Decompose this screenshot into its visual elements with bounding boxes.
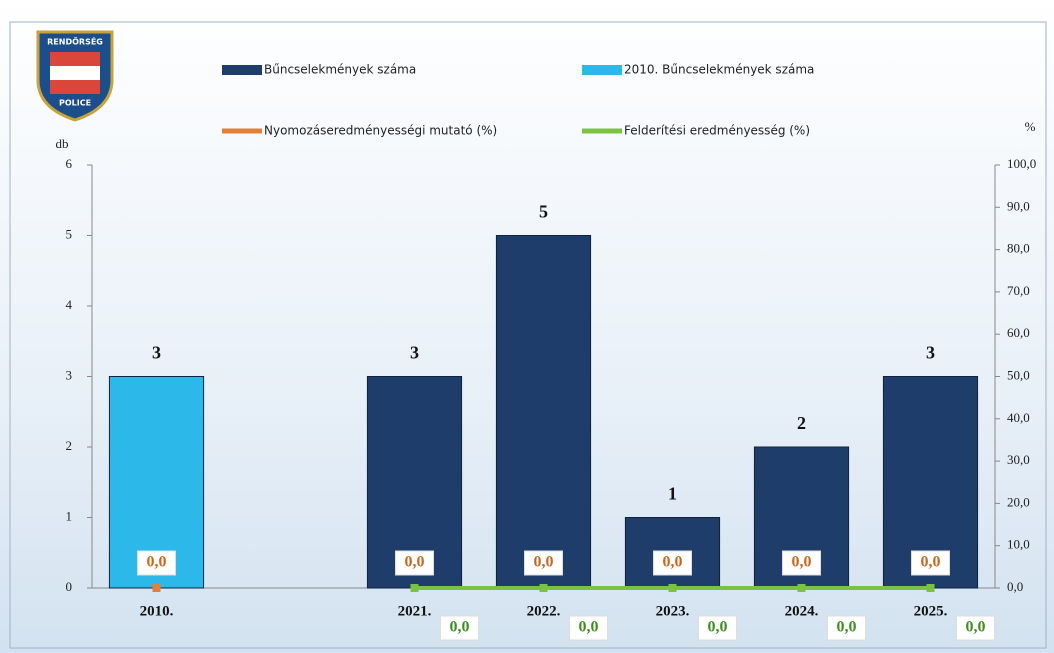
x-tick-label: 2025. xyxy=(914,603,948,619)
y2-tick-label: 0,0 xyxy=(1007,579,1023,594)
y2-tick-label: 100,0 xyxy=(1007,156,1036,171)
line-value-label: 0,0 xyxy=(534,554,554,571)
bar-value-label: 2 xyxy=(797,413,806,433)
y-axis-title: db xyxy=(56,136,69,151)
logo: RENDŐRSÉG POLICE xyxy=(38,32,112,120)
y2-tick-label: 70,0 xyxy=(1007,283,1030,298)
x-tick-label: 2010. xyxy=(140,603,174,619)
line-value-label: 0,0 xyxy=(837,619,857,636)
line-marker xyxy=(153,584,161,592)
line-marker xyxy=(540,584,548,592)
x-tick-label: 2024. xyxy=(785,603,819,619)
legend-swatch xyxy=(222,65,262,75)
line-marker xyxy=(798,584,806,592)
y-tick-label: 3 xyxy=(66,367,73,382)
bar-value-label: 5 xyxy=(539,202,548,222)
y-tick-label: 5 xyxy=(66,226,73,241)
bar xyxy=(496,236,590,589)
y-tick-label: 1 xyxy=(66,508,73,523)
line-marker xyxy=(411,584,419,592)
line-value-label: 0,0 xyxy=(405,554,425,571)
legend-label: 2010. Bűncselekmények száma xyxy=(624,63,814,77)
chart: RENDŐRSÉG POLICE db % 01234560,010,020,0… xyxy=(0,0,1054,653)
x-tick-label: 2023. xyxy=(656,603,690,619)
y2-tick-label: 10,0 xyxy=(1007,537,1030,552)
legend-label: Nyomozáseredményességi mutató (%) xyxy=(264,124,497,138)
line-value-label: 0,0 xyxy=(966,619,986,636)
y2-tick-label: 30,0 xyxy=(1007,452,1030,467)
y-tick-label: 4 xyxy=(66,297,73,312)
line-marker xyxy=(669,584,677,592)
line-value-label: 0,0 xyxy=(663,554,683,571)
y-tick-label: 0 xyxy=(66,579,73,594)
y2-tick-label: 20,0 xyxy=(1007,494,1030,509)
line-value-label: 0,0 xyxy=(147,554,167,571)
y-tick-label: 2 xyxy=(66,438,73,453)
line-value-label: 0,0 xyxy=(921,554,941,571)
bar-value-label: 3 xyxy=(926,343,935,363)
y2-tick-label: 80,0 xyxy=(1007,241,1030,256)
legend-label: Bűncselekmények száma xyxy=(264,63,416,77)
y2-axis-title: % xyxy=(1025,119,1036,134)
legend-label: Felderítési eredményesség (%) xyxy=(624,124,810,138)
line-value-label: 0,0 xyxy=(792,554,812,571)
y2-tick-label: 60,0 xyxy=(1007,325,1030,340)
line-value-label: 0,0 xyxy=(708,619,728,636)
line-value-label: 0,0 xyxy=(579,619,599,636)
y-tick-label: 6 xyxy=(66,156,73,171)
bar-value-label: 1 xyxy=(668,484,677,504)
y2-tick-label: 90,0 xyxy=(1007,198,1030,213)
x-tick-label: 2021. xyxy=(398,603,432,619)
line-value-label: 0,0 xyxy=(450,619,470,636)
x-tick-label: 2022. xyxy=(527,603,561,619)
logo-text: RENDŐRSÉG xyxy=(47,36,103,47)
y2-tick-label: 50,0 xyxy=(1007,367,1030,382)
logo-flag xyxy=(50,66,100,80)
bar-value-label: 3 xyxy=(152,343,161,363)
logo-text: POLICE xyxy=(59,99,91,108)
y2-tick-label: 40,0 xyxy=(1007,410,1030,425)
line-marker xyxy=(927,584,935,592)
bar-value-label: 3 xyxy=(410,343,419,363)
legend-swatch xyxy=(582,65,622,75)
